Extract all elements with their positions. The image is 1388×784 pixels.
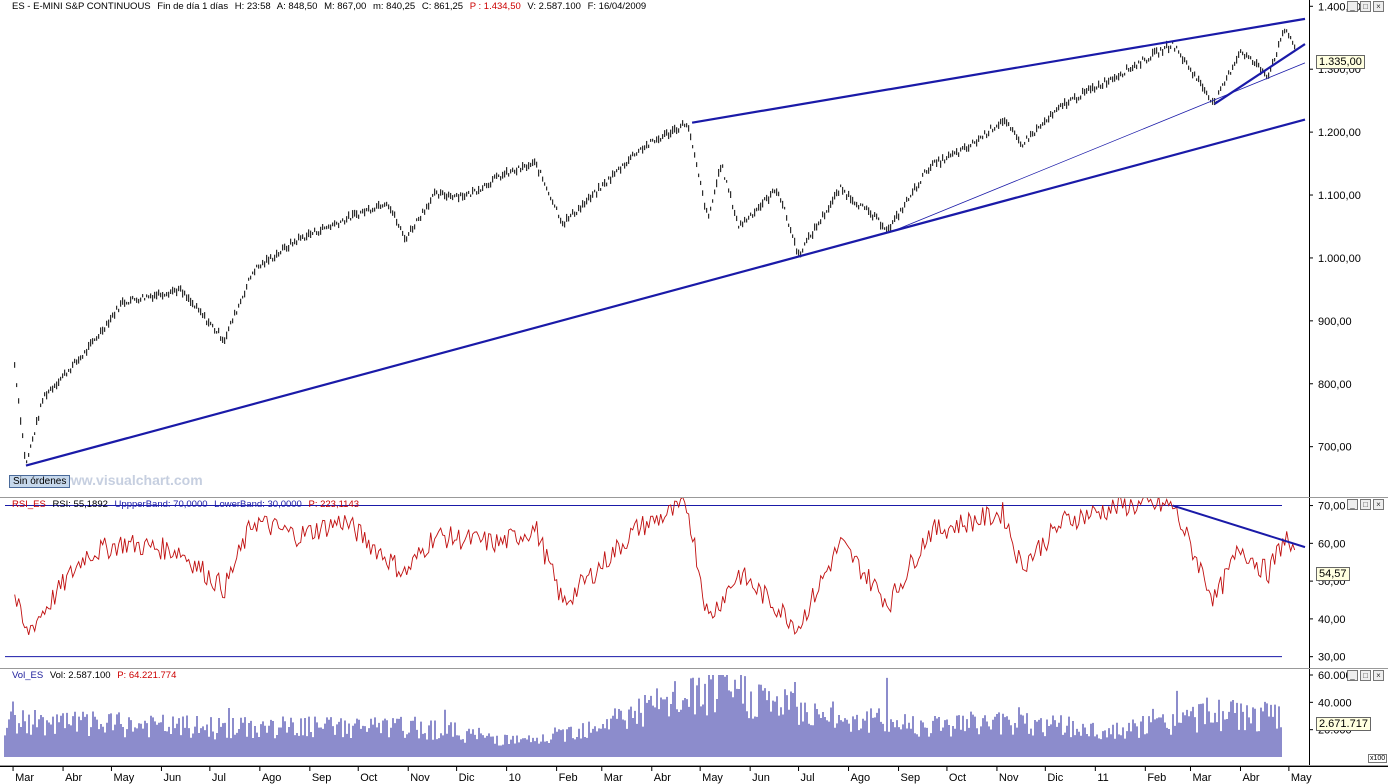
price-header: ES - E-MINI S&P CONTINUOUS Fin de día 1 … — [12, 1, 650, 12]
volume-header: Vol_ES Vol: 2.587.100 P: 64.221.774 — [12, 670, 180, 681]
rsi-lower: LowerBand: 30,0000 — [214, 499, 302, 510]
vol-name: Vol_ES — [12, 670, 44, 681]
time-tick-label: Jun — [752, 772, 770, 784]
rsi-trendline — [1172, 504, 1306, 549]
hour-label: H: 23:58 — [234, 1, 271, 12]
time-tick-label: Abr — [1242, 772, 1259, 784]
vol-maximize-button[interactable]: □ — [1360, 670, 1371, 681]
price-tick-label: 1.000,00 — [1318, 253, 1361, 265]
rsi-minimize-button[interactable]: _ — [1347, 499, 1358, 510]
time-tick-label: Oct — [949, 772, 966, 784]
low-label: m: 840,25 — [372, 1, 416, 12]
volume-pane-controls: _ □ × — [1347, 670, 1384, 681]
rsi-tick-label: 40,00 — [1318, 614, 1346, 626]
time-tick-label: Nov — [410, 772, 430, 784]
rsi-close-button[interactable]: × — [1373, 499, 1384, 510]
current-volume-label: 2.671.717 — [1316, 717, 1371, 731]
time-tick-label: Mar — [15, 772, 34, 784]
close-button[interactable]: × — [1373, 1, 1384, 12]
volume-multiplier: x100 — [1368, 754, 1388, 763]
volume-tick-label: 40.000 — [1318, 697, 1352, 709]
time-tick-label: 11 — [1097, 772, 1108, 784]
vol-p: P: 64.221.774 — [117, 670, 177, 681]
time-tick-label: Dic — [459, 772, 475, 784]
time-tick-label: Mar — [1192, 772, 1211, 784]
vol-close-button[interactable]: × — [1373, 670, 1384, 681]
rsi-upper: UppperBand: 70,0000 — [114, 499, 208, 510]
rsi-tick-label: 60,00 — [1318, 538, 1346, 550]
time-tick-label: 10 — [509, 772, 521, 784]
time-tick-label: Ago — [262, 772, 282, 784]
price-trendline — [888, 62, 1306, 234]
volume-axis-line — [1309, 669, 1310, 765]
price-trendline — [691, 17, 1306, 124]
rsi-p: P: 223,1143 — [308, 499, 360, 510]
watermark: www.visualchart.com — [60, 472, 203, 488]
rsi-name: RSI_ES — [12, 499, 46, 510]
vol-value: Vol: 2.587.100 — [49, 670, 111, 681]
time-tick-label: Jun — [163, 772, 181, 784]
rsi-line — [14, 498, 1296, 636]
price-tick-label: 1.100,00 — [1318, 190, 1361, 202]
period-label: Fin de día 1 días — [157, 1, 229, 12]
current-price-label: 1.335,00 — [1316, 55, 1365, 69]
time-axis: Mar Abr May Jun Jul Ago Sep Oct Nov Dic 10 Feb Mar Ab… — [0, 766, 1388, 784]
rsi-value: RSI: 55,1892 — [52, 499, 108, 510]
time-tick-label: Abr — [654, 772, 671, 784]
close-label: C: 861,25 — [421, 1, 464, 12]
rsi-tick-label: 70,00 — [1318, 501, 1346, 513]
volume-label: V: 2.587.100 — [527, 1, 581, 12]
symbol-label: ES - E-MINI S&P CONTINUOUS — [12, 1, 151, 12]
price-pane[interactable]: 1.400,00 1.300,00 1.200,00 1.100,00 1.000,00… — [0, 0, 1388, 498]
time-tick-label: May — [702, 772, 723, 784]
time-tick-label: Sep — [901, 772, 921, 784]
time-tick-label: Abr — [65, 772, 82, 784]
time-tick-label: Oct — [360, 772, 377, 784]
rsi-pane[interactable]: 70,00 60,00 50,00 40,00 30,00 RSI_ES RSI: 55… — [0, 498, 1388, 669]
time-tick-label: Nov — [999, 772, 1019, 784]
high-label: M: 867,00 — [324, 1, 367, 12]
vol-minimize-button[interactable]: _ — [1347, 670, 1358, 681]
time-tick-label: Feb — [559, 772, 578, 784]
time-tick-label: Feb — [1147, 772, 1166, 784]
time-tick-label: Ago — [851, 772, 871, 784]
price-tick-label: 800,00 — [1318, 379, 1352, 391]
time-tick-label: Jul — [801, 772, 815, 784]
time-tick-label: May — [1291, 772, 1312, 784]
rsi-pane-controls: _ □ × — [1347, 499, 1384, 510]
p-label: P : 1.434,50 — [469, 1, 521, 12]
rsi-maximize-button[interactable]: □ — [1360, 499, 1371, 510]
time-tick-label: May — [113, 772, 134, 784]
current-rsi-label: 54,57 — [1316, 567, 1350, 581]
time-tick-label: Sep — [312, 772, 332, 784]
time-tick-label: Mar — [604, 772, 623, 784]
sin-ordenes-button[interactable]: Sin órdenes — [9, 475, 71, 488]
price-tick-label: 1.200,00 — [1318, 127, 1361, 139]
maximize-button[interactable]: □ — [1360, 1, 1371, 12]
price-pane-controls: _ □ × — [1347, 1, 1384, 12]
price-trendline — [25, 118, 1306, 467]
price-tick-label: 700,00 — [1318, 442, 1352, 454]
volume-tick-label: 60.000 — [1318, 670, 1352, 682]
open-label: A: 848,50 — [276, 1, 318, 12]
rsi-header: RSI_ES RSI: 55,1892 UppperBand: 70,0000 … — [12, 499, 363, 510]
time-tick-label: Dic — [1047, 772, 1063, 784]
rsi-tick-label: 30,00 — [1318, 652, 1346, 664]
price-chart[interactable]: 1.400,001.300,001.200,001.100,001.000,00… — [0, 0, 1388, 497]
time-tick-label: Jul — [212, 772, 226, 784]
rsi-axis-line — [1309, 498, 1310, 668]
price-axis-line — [1309, 0, 1310, 497]
price-tick-label: 900,00 — [1318, 316, 1352, 328]
date-label: F: 16/04/2009 — [587, 1, 647, 12]
minimize-button[interactable]: _ — [1347, 1, 1358, 12]
